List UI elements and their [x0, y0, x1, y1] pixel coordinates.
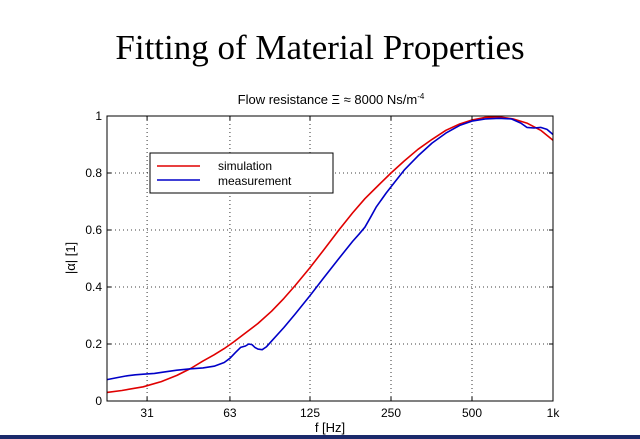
- y-tick-label: 0.2: [85, 337, 102, 351]
- tick-labels: 31 63 125 250 500 1k 0 0.2 0.4 0.6 0.8 1: [85, 109, 560, 420]
- x-tick-label: 63: [223, 406, 237, 420]
- legend: simulation measurement: [149, 152, 334, 194]
- chart-title-text: Flow resistance Ξ ≈ 8000 Ns/m: [238, 92, 418, 107]
- legend-box: [149, 152, 334, 194]
- y-axis-label: |α| [1]: [63, 242, 78, 274]
- y-tick-label: 0.8: [85, 166, 102, 180]
- x-tick-label: 31: [140, 406, 154, 420]
- ticks: [107, 115, 554, 402]
- x-tick-label: 1k: [547, 406, 561, 420]
- legend-label-simulation: simulation: [218, 159, 272, 173]
- plot-frame: [106, 115, 554, 402]
- slide-title: Fitting of Material Properties: [115, 28, 525, 67]
- y-tick-label: 0: [95, 394, 102, 408]
- y-tick-label: 1: [95, 109, 102, 123]
- y-tick-label: 0.4: [85, 280, 102, 294]
- series-line-simulation: [106, 116, 554, 394]
- chart-title-superscript: -4: [417, 92, 425, 101]
- chart-title: Flow resistance Ξ ≈ 8000 Ns/m-4: [238, 92, 425, 107]
- x-axis-label: f [Hz]: [315, 420, 345, 435]
- y-tick-label: 0.6: [85, 223, 102, 237]
- x-tick-label: 125: [300, 406, 320, 420]
- legend-label-measurement: measurement: [218, 174, 292, 188]
- slide-bottom-bar: [0, 435, 640, 439]
- series-lines: [106, 116, 554, 394]
- x-tick-label: 500: [462, 406, 482, 420]
- x-tick-label: 250: [381, 406, 401, 420]
- series-line-measurement: [106, 117, 554, 381]
